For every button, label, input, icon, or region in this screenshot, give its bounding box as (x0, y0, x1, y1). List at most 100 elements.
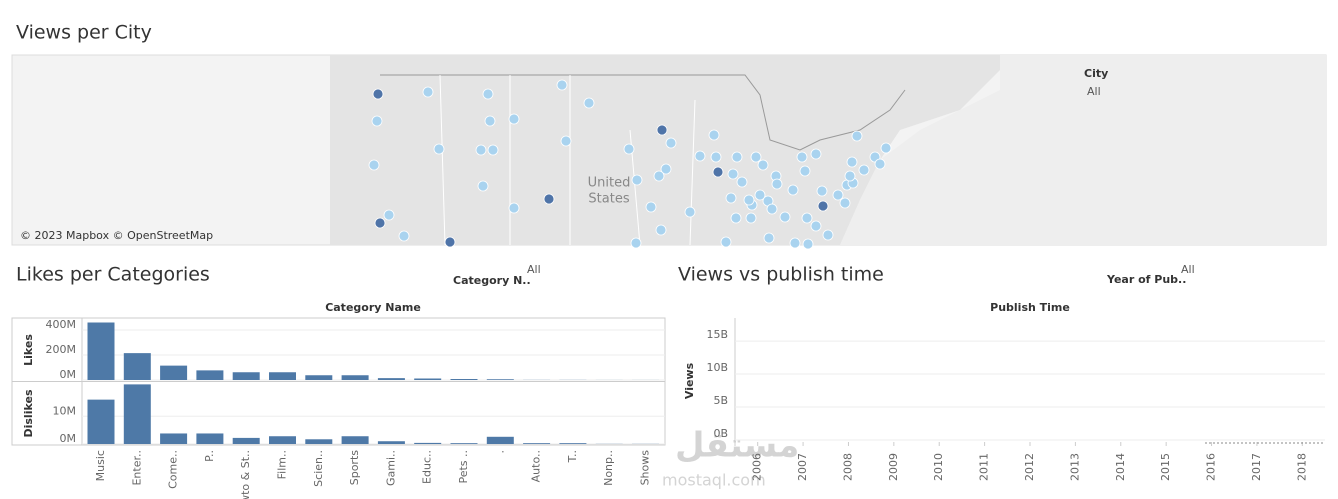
map-dot (444, 236, 456, 248)
map-dot (710, 151, 722, 163)
x-axis-title: Category Name (325, 301, 421, 314)
filter-label: Category N.. (453, 274, 531, 287)
map-dot (787, 184, 799, 196)
x-tick-label: 2006 (751, 453, 764, 481)
chart-title: Views vs publish time (678, 264, 884, 286)
panel-label: Dislikes (22, 389, 35, 437)
map-dot (556, 79, 568, 91)
bar (196, 370, 224, 380)
map-border (380, 74, 906, 151)
map-dot (543, 193, 555, 205)
x-tick-label: . (493, 450, 506, 454)
x-tick-label: Pets .. (457, 450, 470, 484)
x-tick-label: 2014 (1114, 453, 1127, 481)
filter-value[interactable]: All (1087, 85, 1101, 98)
map-dot (684, 206, 696, 218)
map-land (840, 55, 1326, 245)
bar (450, 379, 478, 380)
map-dot (846, 156, 858, 168)
x-tick-label: Howto & St.. (239, 450, 252, 499)
x-tick-label: 2010 (932, 453, 945, 481)
y-tick-label: 15B (706, 328, 728, 341)
y-tick-label: 0B (713, 427, 728, 440)
bar (269, 372, 296, 380)
map-place-label: States (588, 192, 629, 207)
x-tick-label: Auto.. (530, 450, 543, 482)
map-dot (796, 151, 808, 163)
y-tick-label: 400M (46, 318, 77, 331)
bar (123, 353, 151, 380)
map-dot (371, 115, 383, 127)
bar (269, 436, 296, 444)
map-dot (398, 230, 410, 242)
x-tick-label: P.. (203, 450, 216, 462)
map-dot (880, 142, 892, 154)
map-dot (810, 148, 822, 160)
filter-value[interactable]: All (1181, 263, 1195, 276)
map-dot (660, 163, 672, 175)
map-dot (508, 113, 520, 125)
map-dot (725, 192, 737, 204)
x-tick-label: T.. (566, 450, 579, 463)
map-dot (422, 86, 434, 98)
y-tick-label: 200M (46, 343, 77, 356)
x-tick-label: Come.. (167, 450, 180, 489)
x-tick-label: 2015 (1159, 453, 1172, 481)
bar (377, 441, 405, 444)
bar (486, 379, 514, 380)
bar (87, 322, 115, 380)
map-dot (372, 88, 384, 100)
map-attribution: © 2023 Mapbox © OpenStreetMap (20, 229, 213, 242)
x-tick-label: 2008 (841, 453, 854, 481)
map-dot (802, 238, 814, 250)
map-dot (822, 229, 834, 241)
x-axis-title: Publish Time (990, 301, 1070, 314)
map-dot (583, 97, 595, 109)
bar (414, 442, 442, 444)
x-tick-label: 2007 (796, 453, 809, 481)
bar (87, 399, 115, 444)
bar (414, 378, 442, 380)
x-tick-label: Enter.. (130, 450, 143, 486)
bar (123, 384, 151, 444)
bar (232, 437, 260, 444)
map-dot (560, 135, 572, 147)
map-dot (484, 115, 496, 127)
x-tick-label: 2009 (887, 453, 900, 481)
map-place-label: United (588, 176, 631, 191)
y-tick-label: 10M (53, 404, 77, 417)
bar (377, 378, 405, 380)
map-dot (839, 197, 851, 209)
map-dot (475, 144, 487, 156)
map-dot (630, 237, 642, 249)
filter-value[interactable]: All (527, 263, 541, 276)
x-tick-label: 2011 (978, 453, 991, 481)
filter-label: Year of Pub.. (1106, 273, 1186, 286)
map-dot (487, 144, 499, 156)
map-dot (810, 220, 822, 232)
y-tick-label: 0M (60, 432, 77, 445)
filter-label: City (1084, 67, 1108, 80)
x-tick-label: 2012 (1023, 453, 1036, 481)
watermark: مستقل (675, 426, 799, 466)
map-dot (750, 151, 762, 163)
watermark: mostaql.com (662, 471, 766, 490)
map-dot (477, 180, 489, 192)
map-dot (779, 211, 791, 223)
y-tick-label: 10B (706, 361, 728, 374)
bar (232, 372, 260, 380)
map-dot (754, 189, 766, 201)
map-dot (766, 203, 778, 215)
map-dot (665, 137, 677, 149)
x-tick-label: 2017 (1250, 453, 1263, 481)
bar (341, 436, 369, 444)
x-tick-label: Gami.. (384, 450, 397, 486)
map-dot (368, 159, 380, 171)
panel-label: Likes (22, 334, 35, 366)
bar (559, 443, 587, 444)
x-tick-label: 2016 (1205, 453, 1218, 481)
map-dot (816, 185, 828, 197)
x-tick-label: 2013 (1068, 453, 1081, 481)
x-tick-label: Scien.. (312, 450, 325, 487)
